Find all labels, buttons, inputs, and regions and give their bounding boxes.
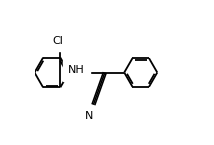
Text: N: N bbox=[85, 111, 93, 121]
Text: NH: NH bbox=[68, 65, 85, 75]
Text: Cl: Cl bbox=[53, 36, 64, 46]
